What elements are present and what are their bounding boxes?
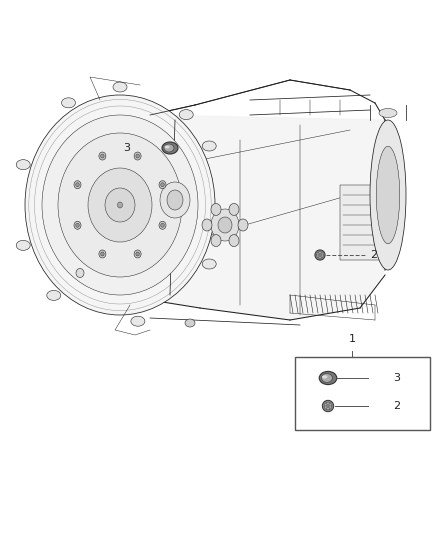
Ellipse shape xyxy=(99,152,106,160)
Ellipse shape xyxy=(76,183,79,187)
Ellipse shape xyxy=(16,160,30,169)
Ellipse shape xyxy=(159,221,166,229)
Ellipse shape xyxy=(134,152,141,160)
Ellipse shape xyxy=(61,98,75,108)
Ellipse shape xyxy=(136,154,139,158)
Ellipse shape xyxy=(113,82,127,92)
Ellipse shape xyxy=(76,269,84,278)
Ellipse shape xyxy=(99,250,106,258)
Ellipse shape xyxy=(202,259,216,269)
Ellipse shape xyxy=(319,372,337,385)
Bar xyxy=(340,185,385,260)
Ellipse shape xyxy=(88,168,152,242)
Ellipse shape xyxy=(164,144,174,152)
Ellipse shape xyxy=(167,190,183,210)
Ellipse shape xyxy=(74,181,81,189)
Ellipse shape xyxy=(161,223,164,227)
Ellipse shape xyxy=(117,202,123,208)
Ellipse shape xyxy=(211,209,239,241)
Ellipse shape xyxy=(42,115,198,295)
Ellipse shape xyxy=(218,217,232,233)
Ellipse shape xyxy=(238,219,248,231)
Ellipse shape xyxy=(101,154,104,158)
Ellipse shape xyxy=(202,141,216,151)
Ellipse shape xyxy=(165,146,170,149)
Bar xyxy=(295,357,430,430)
Ellipse shape xyxy=(47,290,61,301)
Ellipse shape xyxy=(322,375,328,378)
Text: 3: 3 xyxy=(393,373,400,383)
Ellipse shape xyxy=(25,95,215,315)
Ellipse shape xyxy=(379,109,397,117)
Ellipse shape xyxy=(322,400,334,411)
Ellipse shape xyxy=(159,181,166,189)
Ellipse shape xyxy=(134,250,141,258)
Ellipse shape xyxy=(211,235,221,247)
Ellipse shape xyxy=(161,183,164,187)
Ellipse shape xyxy=(318,253,321,257)
Ellipse shape xyxy=(160,182,190,218)
Ellipse shape xyxy=(179,110,193,119)
Ellipse shape xyxy=(324,402,332,410)
Ellipse shape xyxy=(136,252,139,256)
Ellipse shape xyxy=(105,188,135,222)
Ellipse shape xyxy=(370,120,406,270)
Ellipse shape xyxy=(185,319,195,327)
Ellipse shape xyxy=(202,219,212,231)
Text: 1: 1 xyxy=(349,334,356,344)
Ellipse shape xyxy=(76,223,79,227)
Text: 2: 2 xyxy=(370,250,377,260)
Ellipse shape xyxy=(376,146,400,244)
Text: 3: 3 xyxy=(123,143,130,153)
Polygon shape xyxy=(150,115,385,320)
Ellipse shape xyxy=(162,142,178,154)
Text: 2: 2 xyxy=(393,401,400,411)
Ellipse shape xyxy=(229,235,239,247)
Ellipse shape xyxy=(211,204,221,215)
Ellipse shape xyxy=(16,240,30,251)
Ellipse shape xyxy=(317,252,323,259)
Ellipse shape xyxy=(315,250,325,260)
Ellipse shape xyxy=(229,204,239,215)
Ellipse shape xyxy=(58,133,182,277)
Ellipse shape xyxy=(131,316,145,326)
Ellipse shape xyxy=(101,252,104,256)
Ellipse shape xyxy=(326,404,330,408)
Ellipse shape xyxy=(321,374,332,382)
Ellipse shape xyxy=(74,221,81,229)
